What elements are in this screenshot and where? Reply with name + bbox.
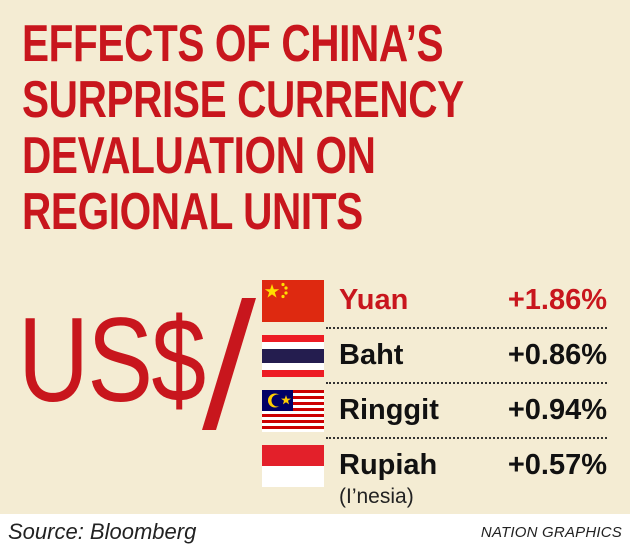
title-line: DEVALUATION ON bbox=[22, 127, 376, 185]
chart-title: EFFECTS OF CHINA’S SURPRISE CURRENCY DEV… bbox=[22, 16, 490, 240]
slash-mark bbox=[202, 298, 256, 430]
currency-change: +1.86% bbox=[507, 284, 607, 316]
currency-name: Yuan bbox=[339, 284, 409, 316]
table-row: Ringgit +0.94% bbox=[262, 388, 607, 438]
table-row: Yuan +1.86% bbox=[262, 278, 607, 328]
table-row: Rupiah +0.57% (I’nesia) bbox=[262, 443, 607, 508]
currency-note: (I’nesia) bbox=[339, 485, 414, 508]
title-line: SURPRISE CURRENCY bbox=[22, 71, 464, 129]
indonesia-flag-icon bbox=[262, 445, 324, 487]
currency-change: +0.94% bbox=[507, 394, 607, 426]
row-divider bbox=[326, 437, 607, 439]
graphics-credit: NATION GRAPHICS bbox=[480, 524, 622, 541]
source-note: Source: Bloomberg bbox=[8, 519, 197, 544]
malaysia-flag-icon bbox=[262, 390, 324, 432]
currency-change: +0.57% bbox=[507, 449, 607, 481]
title-line: EFFECTS OF CHINA’S bbox=[22, 15, 444, 73]
row-divider bbox=[326, 382, 607, 384]
china-flag-icon bbox=[262, 280, 324, 322]
table-row: Baht +0.86% bbox=[262, 333, 607, 383]
base-currency-label: US$ bbox=[18, 293, 206, 427]
thailand-flag-icon bbox=[262, 335, 324, 377]
title-line: REGIONAL UNITS bbox=[22, 183, 363, 241]
currency-change: +0.86% bbox=[507, 339, 607, 371]
infographic-panel: EFFECTS OF CHINA’S SURPRISE CURRENCY DEV… bbox=[0, 0, 630, 514]
currency-name: Rupiah bbox=[339, 449, 438, 481]
row-divider bbox=[326, 327, 607, 329]
currency-name: Baht bbox=[339, 339, 404, 371]
currency-name: Ringgit bbox=[339, 394, 439, 426]
